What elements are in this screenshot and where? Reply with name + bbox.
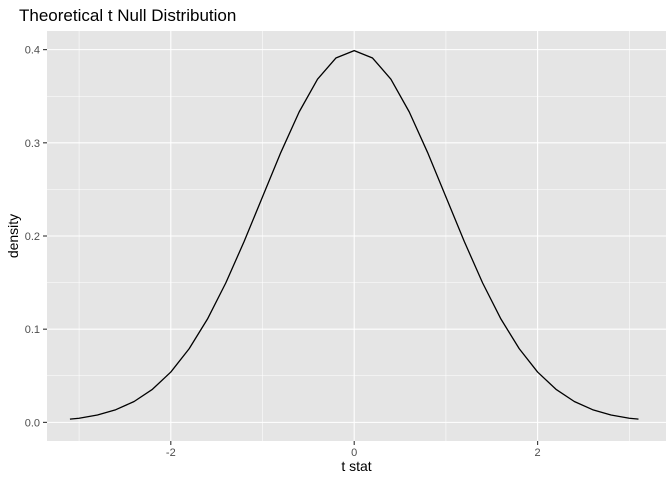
- density-curve-group: [69, 50, 639, 420]
- x-tick-label-1: 0: [351, 447, 357, 459]
- chart-title: Theoretical t Null Distribution: [19, 6, 236, 25]
- y-axis: 0.0 0.1 0.2 0.3 0.4: [25, 45, 47, 429]
- x-tick-label-0: -2: [166, 447, 176, 459]
- y-tick-label-4: 0.4: [25, 45, 40, 57]
- y-tick-label-1: 0.1: [25, 324, 40, 336]
- y-tick-label-2: 0.2: [25, 231, 40, 243]
- x-axis-title: t stat: [341, 458, 371, 474]
- x-axis: -2 0 2: [166, 441, 541, 459]
- y-tick-label-3: 0.3: [25, 138, 40, 150]
- y-tick-label-0: 0.0: [25, 417, 40, 429]
- y-axis-title: density: [5, 214, 21, 258]
- density-curve-line-0: [69, 50, 639, 420]
- x-tick-label-2: 2: [535, 447, 541, 459]
